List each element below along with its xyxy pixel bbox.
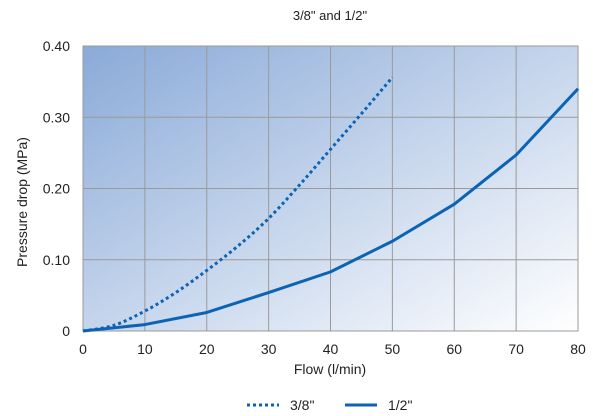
series-line-2: [82, 87, 580, 333]
x-tick-label: 40: [323, 341, 339, 357]
x-axis-label: Flow (l/min): [294, 361, 366, 377]
y-axis-label: Pressure drop (MPa): [14, 137, 30, 267]
y-tick-label: 0.10: [43, 252, 70, 268]
y-tick-labels: 0 0.10 0.20 0.30 0.40: [43, 38, 70, 339]
legend-label-1: 3/8": [290, 397, 314, 413]
chart-title: 3/8" and 1/2": [293, 8, 368, 23]
y-tick-label: 0.20: [43, 181, 70, 197]
x-tick-label: 70: [508, 341, 524, 357]
x-tick-label: 50: [385, 341, 401, 357]
plot-frame: [82, 45, 579, 332]
y-tick-label: 0.30: [43, 109, 70, 125]
x-tick-label: 80: [570, 341, 586, 357]
x-tick-label: 60: [446, 341, 462, 357]
series-line-1: [82, 76, 394, 333]
x-tick-label: 30: [261, 341, 277, 357]
x-tick-labels: 0 10 20 30 40 50 60 70 80: [79, 341, 586, 357]
x-tick-label: 0: [79, 341, 87, 357]
legend: 3/8" 1/2": [247, 397, 412, 413]
legend-label-2: 1/2": [388, 397, 412, 413]
x-tick-label: 20: [199, 341, 215, 357]
series-lines: [82, 76, 580, 333]
x-tick-label: 10: [137, 341, 153, 357]
y-tick-label: 0: [62, 323, 70, 339]
y-tick-label: 0.40: [43, 38, 70, 54]
